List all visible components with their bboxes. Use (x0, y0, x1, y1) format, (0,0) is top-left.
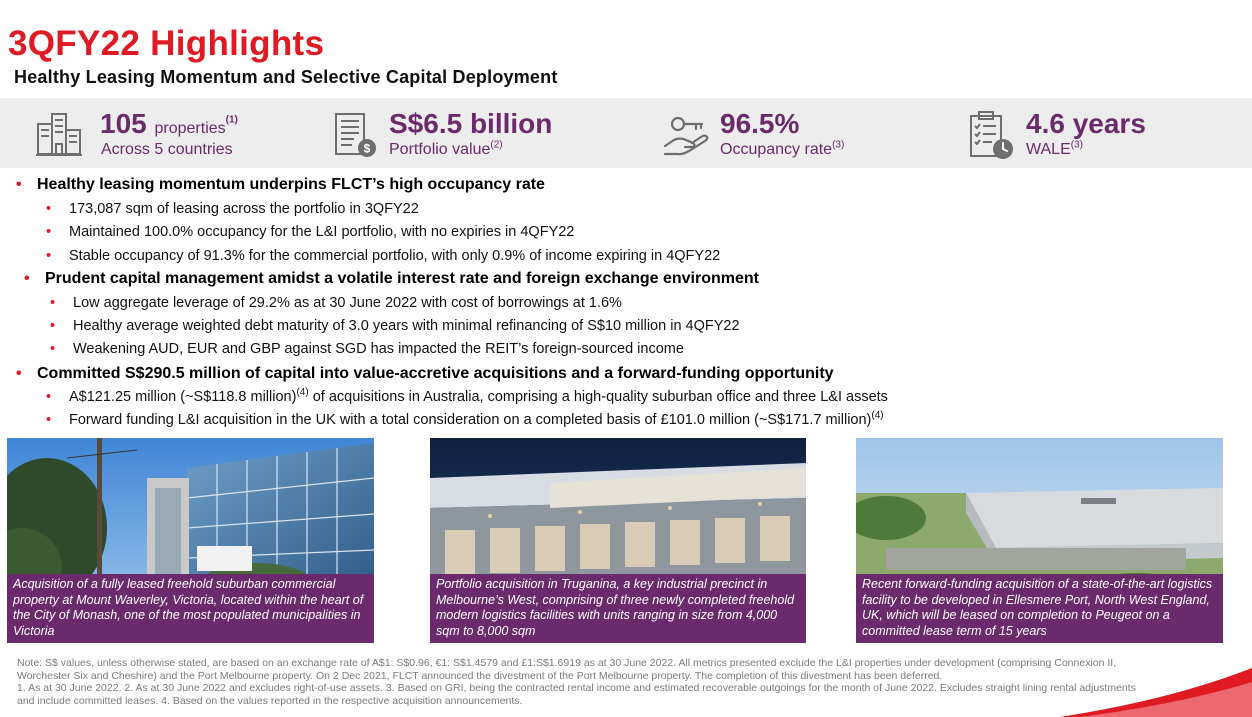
kpi-band: 105 properties(1) Across 5 countries $ S… (0, 98, 1252, 168)
footnote-line: and include committed leases. 4. Based o… (17, 694, 523, 707)
photo-caption: Recent forward-funding acquisition of a … (856, 574, 1223, 643)
kpi-occupancy-label: Occupancy rate(3) (720, 139, 845, 158)
list-item: • 173,087 sqm of leasing across the portf… (46, 201, 419, 217)
photo-mount-waverley: Acquisition of a fully leased freehold s… (7, 438, 374, 643)
list-item: • Weakening AUD, EUR and GBP against SGD … (50, 341, 684, 357)
list-item: • Stable occupancy of 91.3% for the comme… (46, 248, 721, 264)
svg-text:$: $ (364, 142, 371, 156)
photo-caption: Acquisition of a fully leased freehold s… (7, 574, 374, 643)
section-heading: • Prudent capital management amidst a vol… (24, 270, 759, 287)
kpi-occupancy-value: 96.5% (720, 108, 800, 139)
kpi-portfolio-value-value: S$6.5 billion (389, 108, 553, 139)
kpi-wale-label: WALE(3) (1026, 139, 1083, 158)
list-item: • Low aggregate leverage of 29.2% as at 3… (50, 295, 622, 311)
footnote-line: Note: S$ values, unless otherwise stated… (17, 657, 1117, 669)
list-item: • A$121.25 million (~S$118.8 million)(4) … (46, 387, 888, 405)
clipboard-clock-icon (970, 111, 1013, 159)
footnote-line: Worchester Six and Cheshire) and the Por… (17, 669, 943, 682)
footnote: Note: S$ values, unless otherwise stated… (17, 657, 1197, 707)
section-heading: • Committed S$290.5 million of capital in… (16, 365, 834, 382)
brand-swoosh-graphic (1060, 668, 1252, 717)
kpi-wale-value: 4.6 years (1026, 108, 1146, 139)
page-title: 3QFY22 Highlights (8, 24, 325, 63)
hand-key-icon (663, 116, 709, 156)
buildings-icon (36, 113, 82, 156)
kpi-properties-value: 105 properties(1) (100, 108, 238, 139)
kpi-properties-label: Across 5 countries (101, 141, 233, 158)
portfolio-value-icon: $ (335, 113, 376, 157)
photo-ellesmere-port: Recent forward-funding acquisition of a … (856, 438, 1223, 643)
footnote-line: 1. As at 30 June 2022. 2. As at 30 June … (17, 682, 1136, 694)
list-item: • Healthy average weighted debt maturity … (50, 318, 740, 334)
section-heading: • Healthy leasing momentum underpins FLCT… (16, 176, 545, 193)
photo-truganina: Portfolio acquisition in Truganina, a ke… (430, 438, 806, 643)
list-item: • Maintained 100.0% occupancy for the L&I… (46, 224, 575, 240)
photo-caption: Portfolio acquisition in Truganina, a ke… (430, 574, 806, 643)
list-item: • Forward funding L&I acquisition in the … (46, 410, 884, 428)
page-subtitle: Healthy Leasing Momentum and Selective C… (14, 67, 558, 87)
kpi-portfolio-value-label: Portfolio value(2) (389, 139, 503, 158)
